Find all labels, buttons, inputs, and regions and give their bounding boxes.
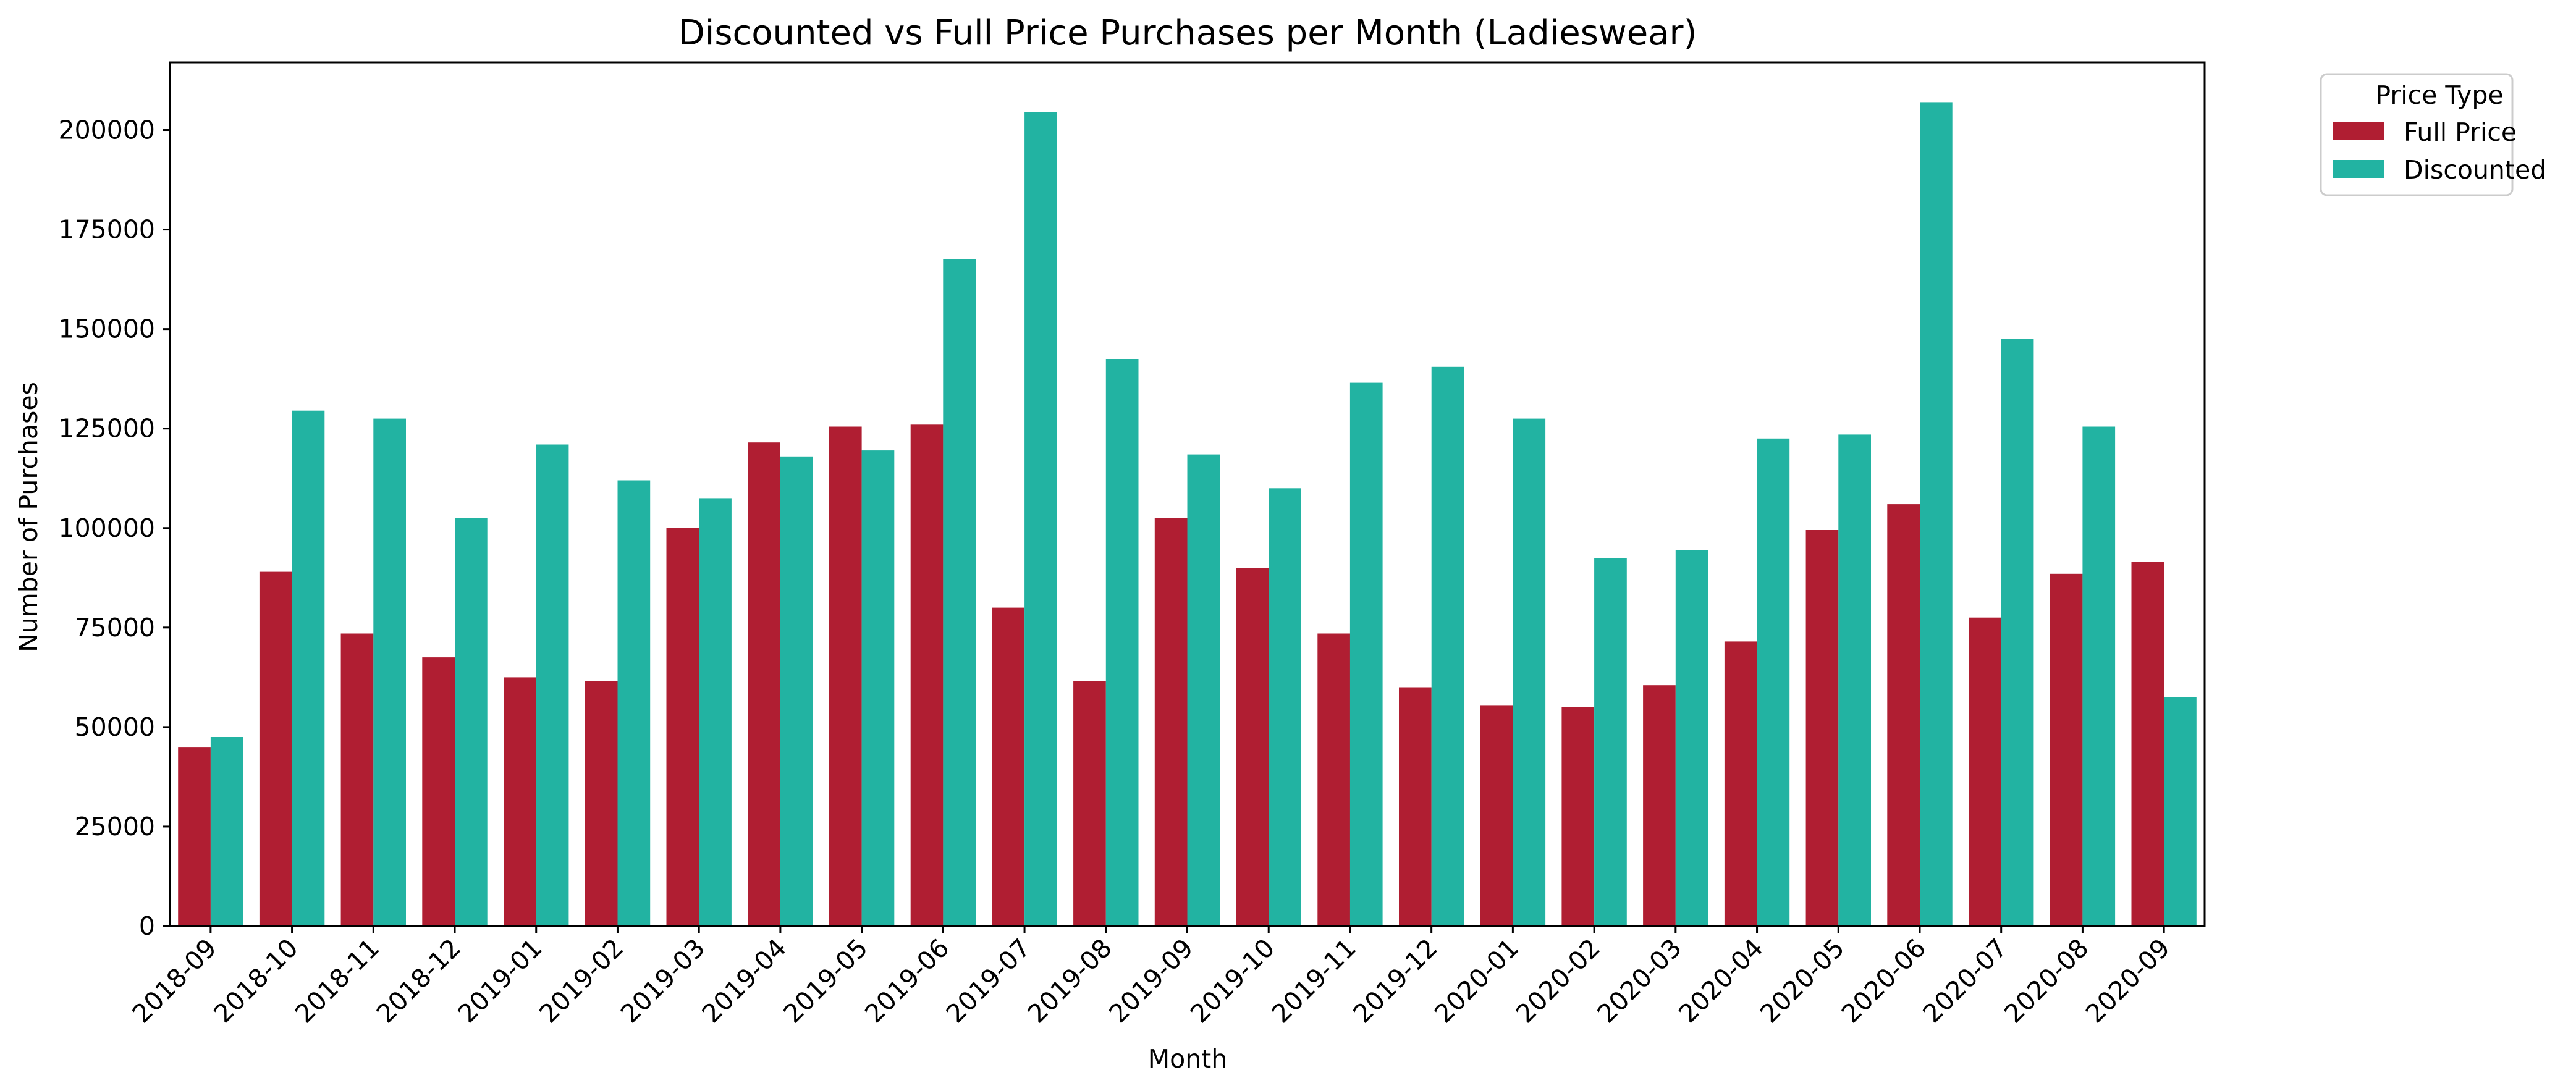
x-tick-label-2019-05: 2019-05 — [778, 933, 874, 1029]
bar-full-price-2019-10 — [1236, 568, 1269, 926]
bar-discounted-2019-11 — [1349, 382, 1383, 926]
x-tick-label-2019-12: 2019-12 — [1348, 933, 1443, 1029]
x-axis-ticks: 2018-092018-102018-112018-122019-012019-… — [127, 926, 2176, 1029]
y-tick-label-200000: 200000 — [58, 116, 155, 145]
y-tick-label-75000: 75000 — [75, 613, 155, 642]
bar-discounted-2019-02 — [617, 480, 651, 926]
x-tick-label-2020-03: 2020-03 — [1592, 933, 1687, 1029]
bar-discounted-2019-03 — [699, 498, 732, 926]
x-tick-label-2018-10: 2018-10 — [208, 933, 304, 1029]
bar-full-price-2020-09 — [2131, 562, 2164, 926]
legend-swatch-discounted — [2333, 160, 2384, 178]
bar-full-price-2020-01 — [1480, 705, 1513, 926]
x-tick-label-2019-03: 2019-03 — [615, 933, 711, 1029]
y-axis-label: Number of Purchases — [14, 382, 43, 652]
x-tick-label-2020-06: 2020-06 — [1836, 933, 1932, 1029]
bar-discounted-2020-05 — [1838, 434, 1871, 926]
bar-discounted-2019-07 — [1024, 112, 1057, 926]
y-tick-label-125000: 125000 — [58, 414, 155, 444]
x-tick-label-2020-09: 2020-09 — [2080, 933, 2176, 1029]
legend-label-full-price: Full Price — [2404, 117, 2517, 147]
y-tick-label-25000: 25000 — [75, 812, 155, 841]
x-tick-label-2019-01: 2019-01 — [452, 933, 548, 1029]
x-tick-label-2020-04: 2020-04 — [1673, 933, 1769, 1029]
bar-discounted-2019-12 — [1431, 366, 1464, 926]
bar-discounted-2020-08 — [2082, 426, 2116, 926]
bar-discounted-2018-10 — [292, 410, 325, 926]
x-tick-label-2018-12: 2018-12 — [371, 933, 467, 1029]
bar-discounted-2018-12 — [455, 518, 488, 926]
bar-discounted-2020-06 — [1920, 102, 1953, 926]
bar-full-price-2019-01 — [504, 677, 536, 926]
x-tick-label-2018-09: 2018-09 — [127, 933, 222, 1029]
bar-discounted-2019-01 — [536, 444, 569, 926]
bar-full-price-2020-07 — [1969, 617, 2001, 926]
bar-discounted-2020-07 — [2001, 339, 2034, 926]
x-tick-label-2020-05: 2020-05 — [1754, 933, 1850, 1029]
x-tick-label-2019-10: 2019-10 — [1185, 933, 1280, 1029]
x-tick-label-2019-08: 2019-08 — [1022, 933, 1118, 1029]
x-tick-label-2019-09: 2019-09 — [1103, 933, 1199, 1029]
legend-swatch-full-price — [2333, 122, 2384, 140]
y-tick-label-175000: 175000 — [58, 215, 155, 245]
bar-discounted-2018-11 — [373, 418, 406, 926]
bar-full-price-2020-06 — [1887, 504, 1920, 926]
bar-discounted-2019-09 — [1187, 454, 1220, 926]
bar-full-price-2020-03 — [1643, 685, 1676, 926]
bar-full-price-2019-03 — [666, 528, 699, 926]
bar-full-price-2020-08 — [2050, 573, 2083, 926]
bar-full-price-2018-09 — [178, 747, 211, 926]
chart-title: Discounted vs Full Price Purchases per M… — [678, 13, 1697, 53]
x-tick-label-2019-07: 2019-07 — [940, 933, 1036, 1029]
bar-full-price-2018-12 — [422, 657, 455, 926]
bar-discounted-2019-05 — [861, 450, 895, 926]
x-tick-label-2019-02: 2019-02 — [533, 933, 629, 1029]
bar-discounted-2018-09 — [210, 737, 243, 926]
bar-full-price-2019-07 — [992, 607, 1025, 926]
x-tick-label-2019-06: 2019-06 — [859, 933, 955, 1029]
legend: Price Type Full Price Discounted — [2320, 73, 2546, 196]
bar-discounted-2019-06 — [943, 259, 976, 926]
bar-full-price-2019-05 — [829, 426, 862, 926]
bar-discounted-2020-03 — [1675, 550, 1708, 926]
x-axis-label: Month — [1148, 1044, 1228, 1074]
bar-full-price-2018-11 — [340, 633, 374, 926]
y-tick-label-0: 0 — [139, 911, 155, 941]
bar-discounted-2020-09 — [2164, 697, 2197, 926]
x-tick-label-2018-11: 2018-11 — [289, 933, 385, 1029]
bar-full-price-2020-02 — [1561, 707, 1595, 926]
legend-title: Price Type — [2375, 80, 2503, 110]
bar-full-price-2020-04 — [1724, 641, 1757, 926]
bar-full-price-2019-12 — [1399, 687, 1432, 926]
bar-discounted-2020-01 — [1513, 418, 1546, 926]
x-tick-label-2019-04: 2019-04 — [696, 933, 792, 1029]
x-tick-label-2020-01: 2020-01 — [1429, 933, 1524, 1029]
bar-discounted-2019-10 — [1269, 488, 1301, 926]
x-tick-label-2020-08: 2020-08 — [1998, 933, 2094, 1029]
x-tick-label-2020-02: 2020-02 — [1510, 933, 1606, 1029]
y-tick-label-150000: 150000 — [58, 314, 155, 344]
bar-discounted-2019-08 — [1105, 359, 1139, 926]
bar-full-price-2019-04 — [748, 442, 780, 926]
bar-full-price-2019-02 — [585, 681, 618, 926]
plot-area — [169, 61, 2206, 927]
y-tick-label-50000: 50000 — [75, 712, 155, 742]
bar-discounted-2019-04 — [780, 456, 813, 926]
legend-label-discounted: Discounted — [2404, 155, 2546, 185]
y-axis-ticks: 0 25000 50000 75000 100000 125000 150000 175000… — [58, 116, 170, 941]
bar-full-price-2019-08 — [1073, 681, 1106, 926]
bar-full-price-2019-06 — [910, 424, 944, 926]
bar-discounted-2020-02 — [1594, 558, 1627, 926]
y-tick-label-100000: 100000 — [58, 513, 155, 543]
bar-discounted-2020-04 — [1757, 438, 1790, 926]
bar-full-price-2018-10 — [259, 571, 292, 926]
bar-full-price-2019-09 — [1154, 518, 1188, 926]
bar-full-price-2020-05 — [1805, 530, 1839, 926]
bar-full-price-2019-11 — [1317, 633, 1350, 926]
x-tick-label-2019-11: 2019-11 — [1266, 933, 1362, 1029]
x-tick-label-2020-07: 2020-07 — [1917, 933, 2013, 1029]
